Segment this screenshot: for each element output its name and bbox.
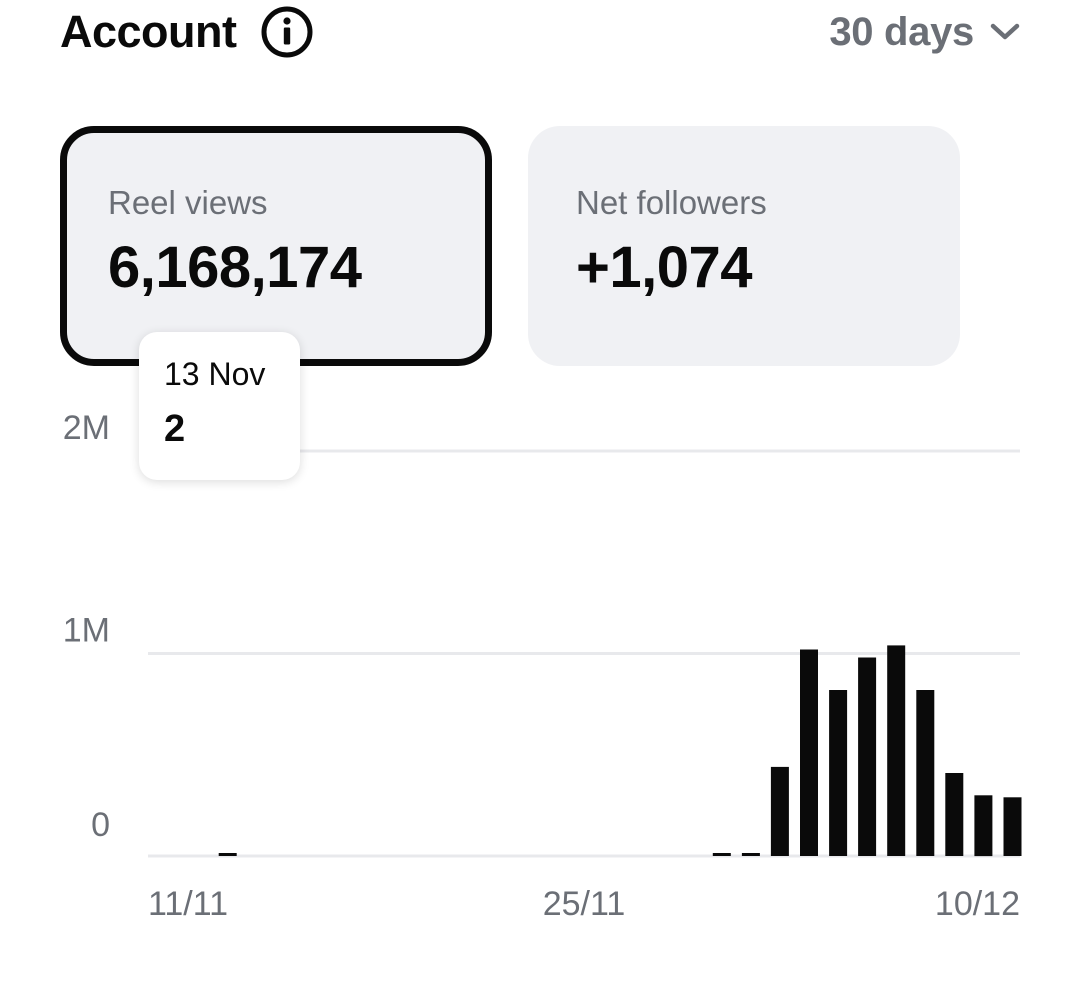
chart-bar[interactable]	[800, 649, 818, 857]
chart-bar[interactable]	[916, 690, 935, 856]
tooltip-value: 2	[164, 408, 186, 450]
info-icon[interactable]	[261, 6, 313, 58]
x-tick-label: 10/12	[935, 885, 1020, 923]
reel-views-value: 6,168,174	[108, 235, 362, 300]
x-tick-label: 11/11	[148, 885, 228, 923]
chart-bar[interactable]	[218, 853, 237, 856]
chart-bar[interactable]	[974, 795, 993, 857]
reel-views-label: Reel views	[108, 184, 268, 221]
net-followers-label: Net followers	[576, 184, 767, 221]
page-title: Account	[60, 6, 237, 57]
chart-bar[interactable]	[1003, 797, 1022, 856]
x-tick-label: 25/11	[543, 885, 626, 923]
y-tick-label: 0	[91, 806, 110, 844]
chevron-down-icon	[990, 23, 1020, 40]
tooltip-date: 13 Nov	[164, 356, 266, 392]
date-range-label: 30 days	[829, 9, 974, 54]
reel-views-card[interactable]: Reel views 6,168,174	[60, 126, 492, 366]
chart-bar[interactable]	[770, 766, 789, 856]
net-followers-card[interactable]: Net followers +1,074	[528, 126, 960, 366]
chart-bar[interactable]	[887, 645, 906, 856]
chart-bar[interactable]	[858, 657, 877, 857]
chart-bar[interactable]	[741, 853, 760, 856]
y-tick-label: 2M	[63, 409, 110, 447]
chart-bar[interactable]	[829, 690, 848, 856]
chart-tooltip: 13 Nov 2	[139, 332, 300, 480]
chart-bar[interactable]	[945, 773, 964, 856]
chart-bar[interactable]	[712, 853, 731, 856]
date-range-dropdown[interactable]: 30 days	[829, 2, 1020, 62]
y-tick-label: 1M	[63, 612, 110, 650]
net-followers-value: +1,074	[576, 235, 753, 300]
